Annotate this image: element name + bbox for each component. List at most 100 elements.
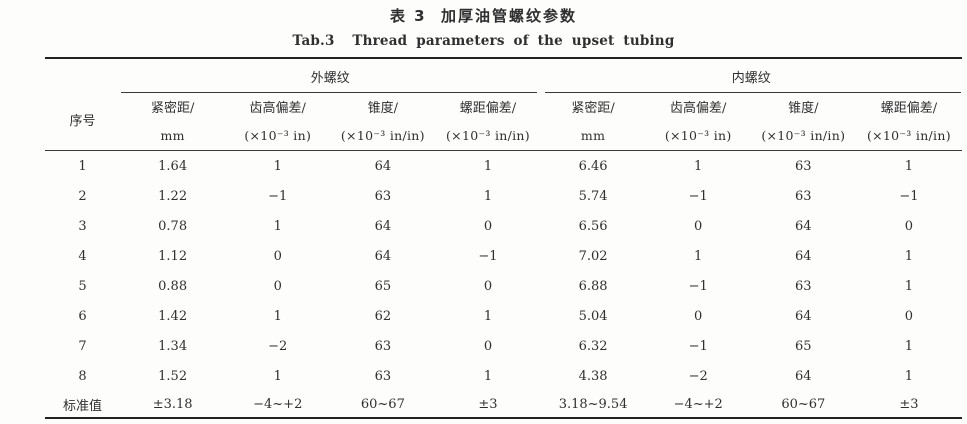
table-cell: −1 (268, 188, 288, 204)
table-caption-en: Tab.3 Thread parameters of the upset tub… (292, 33, 675, 49)
table-row: 3 0.78 1 64 0 6.56 0 64 0 (45, 211, 962, 241)
subheader-ext-taper: 锥度/ (367, 101, 399, 116)
table-cell: −1 (688, 338, 708, 354)
table-cell: 1 (273, 158, 282, 174)
unit-ext-pitch: (×10⁻³ in/in) (435, 120, 541, 151)
table-cell: 1.34 (158, 338, 188, 354)
table-cell: 6.32 (578, 338, 608, 354)
table-cell: 5.04 (578, 308, 608, 324)
table-cell: 6.56 (578, 218, 608, 234)
unit-ext-taper: (×10⁻³ in/in) (330, 120, 436, 151)
table-cell: 0 (273, 248, 282, 264)
table-cell: −1 (688, 278, 708, 294)
table-cell: 60~67 (781, 396, 826, 412)
table-cell: 0 (694, 308, 703, 324)
table-row: 2 1.22 −1 63 1 5.74 −1 63 −1 (45, 181, 962, 211)
table-cell: 63 (374, 188, 392, 204)
table-cell: 64 (795, 248, 812, 264)
table-cell: 65 (795, 338, 812, 354)
table-cell: 0.78 (158, 218, 188, 234)
subheader-int-tooth-height: 齿高偏差/ (670, 101, 727, 116)
unit-ext-tooth-height: (×10⁻³ in) (225, 120, 331, 151)
row-serial: 8 (78, 368, 87, 384)
table-cell: 1 (904, 158, 914, 174)
table-cell: 3.18~9.54 (558, 396, 628, 412)
subheader-ext-tooth-height: 齿高偏差/ (249, 101, 306, 116)
row-serial: 1 (78, 158, 87, 174)
subheader-int-tightness: 紧密距/ (571, 101, 615, 116)
col-header-serial: 序号 (45, 58, 121, 151)
table-cell: 1 (904, 248, 914, 264)
group-label-external: 外螺纹 (310, 70, 350, 86)
table-cell: 1 (483, 188, 493, 204)
table-cell: 4.38 (578, 368, 608, 384)
table-cell: 1 (273, 308, 282, 324)
unit-int-tooth-height: (×10⁻³ in) (645, 120, 751, 151)
table-cell: −2 (688, 368, 708, 384)
table-cell: 1.52 (158, 368, 188, 384)
unit-int-taper: (×10⁻³ in/in) (750, 120, 856, 151)
table-cell: 62 (374, 308, 392, 324)
table-cell: ±3 (899, 396, 919, 412)
row-serial: 3 (78, 218, 87, 234)
table-cell: 63 (795, 188, 812, 204)
table-cell: ±3.18 (152, 396, 193, 412)
table-cell: 1.12 (158, 248, 188, 264)
standard-row-label: 标准值 (63, 398, 103, 414)
table-row: 7 1.34 −2 63 0 6.32 −1 65 1 (45, 331, 962, 361)
thread-parameters-table: 序号 外螺纹 内螺纹 紧密距/ 齿高偏差/ 锥度/ 螺距偏差/ 紧密距/ 齿高偏… (45, 57, 962, 419)
table-cell: ±3 (478, 396, 498, 412)
row-serial: 5 (78, 278, 87, 294)
table-cell: 1.42 (158, 308, 188, 324)
subheader-ext-tightness: 紧密距/ (150, 101, 195, 116)
table-cell: 0 (483, 338, 493, 354)
table-cell: 64 (374, 248, 392, 264)
table-cell: 64 (795, 368, 812, 384)
table-cell: 1 (273, 368, 282, 384)
table-cell: 1 (694, 248, 703, 264)
table-cell: 0 (904, 218, 914, 234)
table-cell: 63 (374, 368, 392, 384)
group-header-external-thread: 外螺纹 (120, 58, 540, 93)
table-cell: 1.64 (158, 158, 188, 174)
table-cell: −2 (268, 338, 288, 354)
table-cell: 0 (904, 308, 914, 324)
subheader-unit-row: mm (×10⁻³ in) (×10⁻³ in/in) (×10⁻³ in/in… (45, 120, 962, 151)
subheader-ext-pitch: 螺距偏差/ (459, 101, 517, 116)
table-cell: −1 (478, 248, 498, 264)
table-cell: 1 (904, 368, 914, 384)
subheader-int-pitch: 螺距偏差/ (880, 101, 938, 116)
row-serial: 2 (78, 188, 87, 204)
group-underline-internal (544, 92, 961, 93)
table-cell: 0 (273, 278, 282, 294)
table-cell: 1 (694, 158, 703, 174)
table-cell: −4~+2 (253, 396, 303, 412)
table-cell: 60~67 (360, 396, 405, 412)
subheader-name-row: 紧密距/ 齿高偏差/ 锥度/ 螺距偏差/ 紧密距/ 齿高偏差/ 锥度/ 螺距偏差… (45, 93, 962, 120)
group-header-internal-thread: 内螺纹 (541, 58, 962, 93)
subheader-int-taper: 锥度/ (788, 101, 819, 116)
table-row: 4 1.12 0 64 −1 7.02 1 64 1 (45, 241, 962, 271)
row-serial: 4 (78, 248, 87, 264)
table-row: 6 1.42 1 62 1 5.04 0 64 0 (45, 301, 962, 331)
table-row: 5 0.88 0 65 0 6.88 −1 63 1 (45, 271, 962, 301)
table-cell: 63 (795, 278, 812, 294)
table-caption-zh: 表 3 加厚油管螺纹参数 (389, 7, 578, 25)
row-serial: 7 (78, 338, 87, 354)
table-cell: −4~+2 (673, 396, 723, 412)
table-cell: −1 (688, 188, 708, 204)
table-row: 8 1.52 1 63 1 4.38 −2 64 1 (45, 361, 962, 391)
table-cell: 1 (483, 368, 493, 384)
table-cell: −1 (899, 188, 919, 204)
table-body: 1 1.64 1 64 1 6.46 1 63 1 2 1.22 −1 63 1… (45, 151, 962, 392)
table-cell: 7.02 (578, 248, 608, 264)
table-cell: 64 (795, 308, 812, 324)
table-cell: 5.74 (578, 188, 608, 204)
table-cell: 1.22 (158, 188, 188, 204)
table-cell: 64 (374, 158, 392, 174)
unit-ext-tightness: mm (120, 120, 226, 151)
table-cell: 63 (795, 158, 812, 174)
table-cell: 6.88 (578, 278, 608, 294)
table-cell: 1 (904, 338, 914, 354)
